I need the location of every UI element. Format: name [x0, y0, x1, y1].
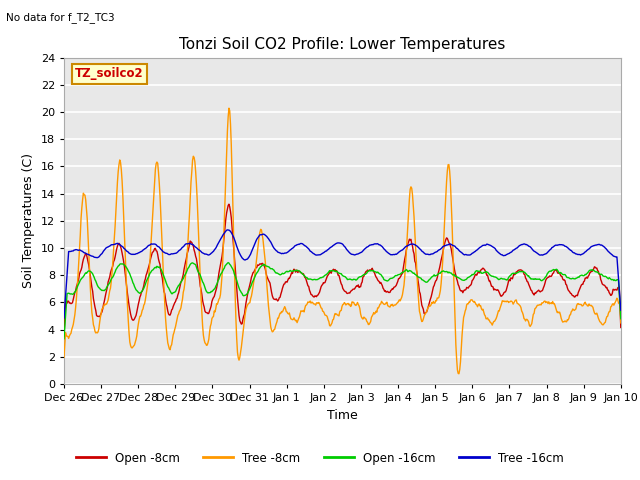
Text: TZ_soilco2: TZ_soilco2: [75, 67, 144, 80]
Y-axis label: Soil Temperatures (C): Soil Temperatures (C): [22, 153, 35, 288]
X-axis label: Time: Time: [327, 408, 358, 421]
Title: Tonzi Soil CO2 Profile: Lower Temperatures: Tonzi Soil CO2 Profile: Lower Temperatur…: [179, 37, 506, 52]
Text: No data for f_T2_TC3: No data for f_T2_TC3: [6, 12, 115, 23]
Legend: Open -8cm, Tree -8cm, Open -16cm, Tree -16cm: Open -8cm, Tree -8cm, Open -16cm, Tree -…: [71, 447, 569, 469]
